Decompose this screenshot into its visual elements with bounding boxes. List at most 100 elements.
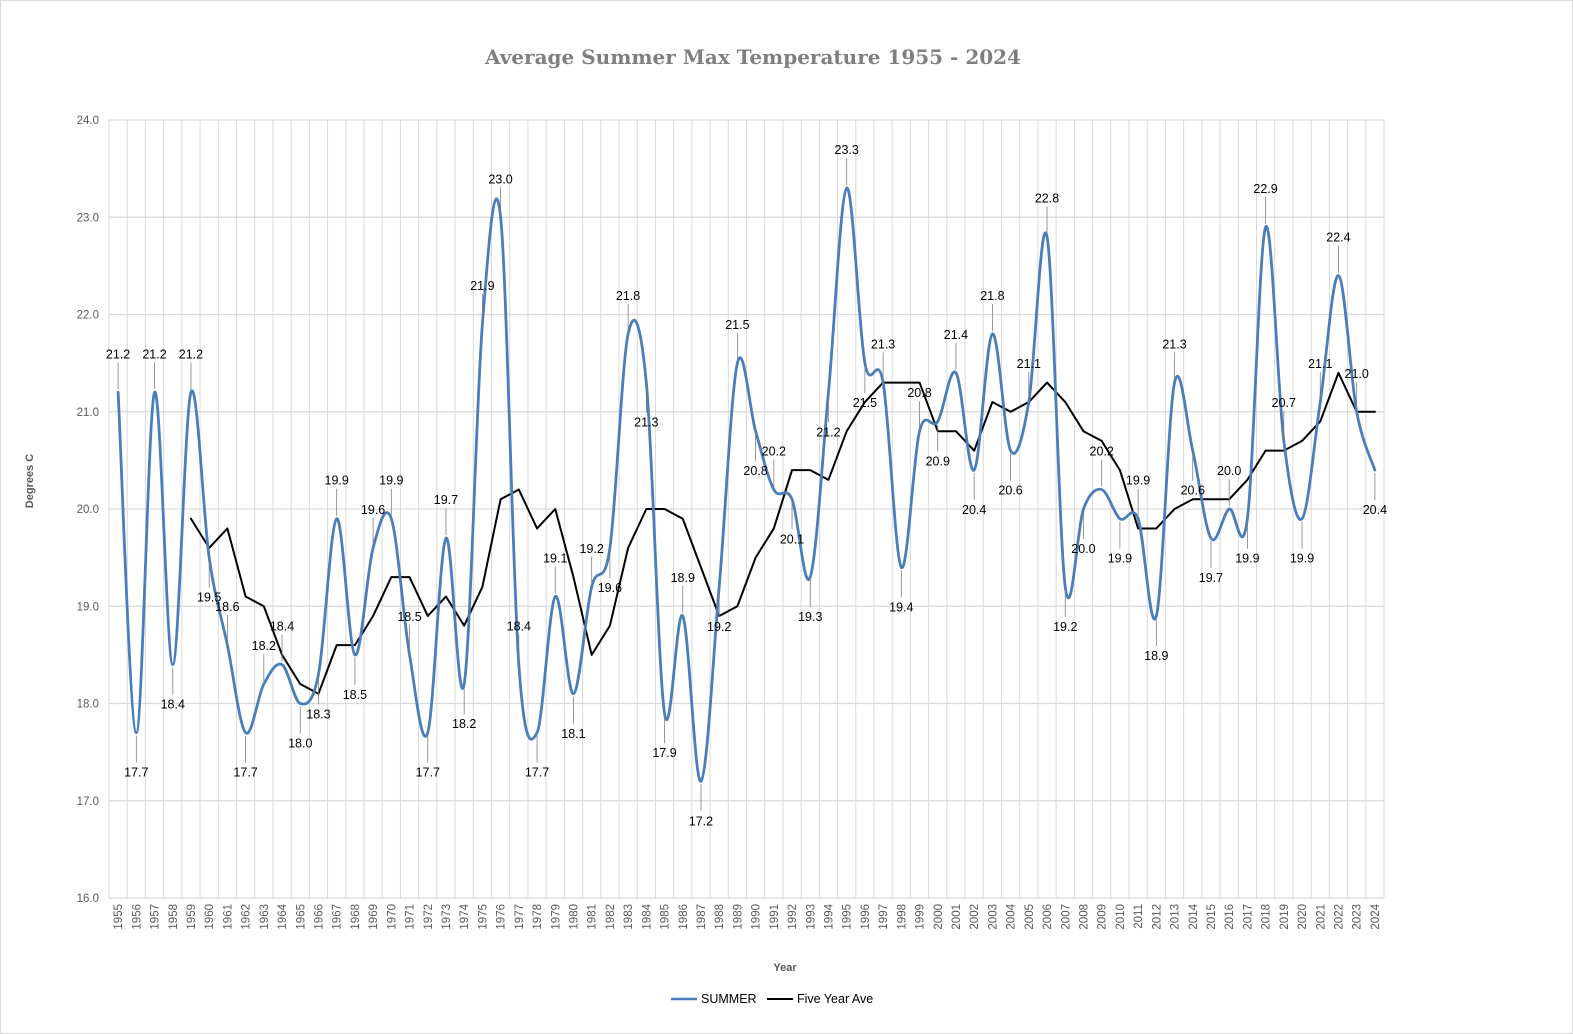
data-label: 23.0 <box>488 172 512 186</box>
data-label: 20.2 <box>1090 445 1114 459</box>
data-label: 21.3 <box>871 338 895 352</box>
x-tick-label: 1982 <box>605 904 617 930</box>
data-label: 18.1 <box>561 727 585 741</box>
data-labels: 21.2 17.7 21.2 18.4 21.2 19.518.6 17.7 18.2 18.4… <box>106 143 1387 828</box>
data-label: 20.8 <box>907 386 931 400</box>
x-tick-label: 1977 <box>514 904 526 930</box>
x-tick-label: 1999 <box>915 904 927 930</box>
y-tick-label: 24.0 <box>77 115 99 127</box>
x-tick-label: 2012 <box>1151 904 1163 930</box>
y-tick-label: 16.0 <box>77 893 99 905</box>
x-tick-label: 2007 <box>1060 904 1072 930</box>
x-tick-label: 1990 <box>751 904 763 930</box>
y-tick-label: 22.0 <box>77 310 99 322</box>
data-label: 19.1 <box>543 552 567 566</box>
legend-summer-label: SUMMER <box>701 992 757 1006</box>
data-label: 18.4 <box>161 698 185 712</box>
data-label: 18.3 <box>306 707 330 721</box>
data-label: 21.4 <box>944 328 968 342</box>
data-label: 21.8 <box>980 289 1004 303</box>
data-label: 20.1 <box>780 532 804 546</box>
x-tick-label: 2017 <box>1242 904 1254 930</box>
x-tick-label: 2020 <box>1297 904 1309 930</box>
data-label: 18.4 <box>270 620 294 634</box>
x-tick-label: 1973 <box>441 904 453 930</box>
data-label: 20.9 <box>926 454 950 468</box>
data-label: 20.0 <box>1071 542 1095 556</box>
x-tick-label: 2009 <box>1097 904 1109 930</box>
data-label: 21.5 <box>853 396 877 410</box>
data-label: 19.6 <box>598 581 622 595</box>
x-tick-label: 1994 <box>823 903 835 929</box>
x-tick-label: 1961 <box>222 904 234 930</box>
y-tick-label: 20.0 <box>77 504 99 516</box>
data-label: 20.0 <box>1217 464 1241 478</box>
data-label: 19.5 <box>197 591 221 605</box>
data-label: 21.2 <box>179 347 203 361</box>
data-label: 21.5 <box>725 318 749 332</box>
data-label: 21.2 <box>106 347 130 361</box>
x-tick-label: 1996 <box>860 904 872 930</box>
x-tick-label: 1964 <box>277 903 289 929</box>
x-tick-label: 1989 <box>732 904 744 930</box>
summer-series-line <box>116 186 1377 783</box>
data-label: 19.7 <box>1199 571 1223 585</box>
five-year-ave-line <box>189 371 1376 695</box>
data-label: 20.8 <box>743 464 767 478</box>
data-label: 18.6 <box>215 600 239 614</box>
data-label: 21.1 <box>1017 357 1041 371</box>
x-tick-label: 1956 <box>131 904 143 930</box>
x-tick-label: 2022 <box>1333 904 1345 930</box>
x-tick-label: 2000 <box>933 904 945 930</box>
data-label: 19.4 <box>889 600 913 614</box>
x-tick-label: 2011 <box>1133 904 1145 929</box>
data-label: 19.3 <box>798 610 822 624</box>
y-tick-label: 23.0 <box>77 212 99 224</box>
data-label: 21.3 <box>634 416 658 430</box>
x-tick-label: 1974 <box>459 903 471 929</box>
x-tick-label: 1962 <box>241 904 253 930</box>
data-label: 19.9 <box>325 474 349 488</box>
x-tick-label: 1979 <box>550 904 562 930</box>
x-tick-label: 2014 <box>1188 903 1200 929</box>
x-tick-label: 1987 <box>696 904 708 930</box>
data-label: 22.9 <box>1253 182 1277 196</box>
data-label: 17.7 <box>124 766 148 780</box>
y-axis-title: Degrees C <box>24 454 36 508</box>
x-tick-label: 2010 <box>1115 904 1127 930</box>
data-label: 19.2 <box>580 542 604 556</box>
x-tick-label: 2013 <box>1170 904 1182 930</box>
data-label: 23.3 <box>835 143 859 157</box>
data-label: 19.9 <box>1235 552 1259 566</box>
x-tick-label: 1988 <box>714 904 726 930</box>
data-label: 19.7 <box>434 493 458 507</box>
data-label: 20.4 <box>962 503 986 517</box>
series-layer <box>116 186 1377 783</box>
x-tick-label: 1963 <box>259 904 271 930</box>
data-label: 18.2 <box>452 717 476 731</box>
x-tick-label: 2005 <box>1024 904 1036 930</box>
x-tick-label: 1959 <box>186 904 198 930</box>
x-tick-label: 1975 <box>477 904 489 930</box>
x-tick-label: 2016 <box>1224 904 1236 930</box>
x-tick-label: 1998 <box>896 904 908 930</box>
x-tick-label: 1970 <box>386 904 398 930</box>
y-tick-label: 19.0 <box>77 601 99 613</box>
data-label: 20.6 <box>1181 484 1205 498</box>
x-tick-label: 1969 <box>368 904 380 930</box>
x-tick-label: 1965 <box>295 904 307 930</box>
data-label: 19.9 <box>1108 552 1132 566</box>
data-label: 21.9 <box>470 279 494 293</box>
x-axis-title: Year <box>773 962 797 974</box>
data-label: 17.7 <box>525 766 549 780</box>
data-label: 18.9 <box>1144 649 1168 663</box>
x-tick-label: 1971 <box>405 904 417 930</box>
x-tick-label: 1986 <box>678 904 690 930</box>
data-label: 18.2 <box>252 639 276 653</box>
data-label: 19.2 <box>1053 620 1077 634</box>
x-tick-label: 2019 <box>1279 904 1291 930</box>
data-label: 21.8 <box>616 289 640 303</box>
data-label: 21.0 <box>1345 367 1369 381</box>
y-axis-ticks: 16.0 17.0 18.0 19.0 20.0 21.0 22.0 23.0 24.0 <box>77 115 99 905</box>
